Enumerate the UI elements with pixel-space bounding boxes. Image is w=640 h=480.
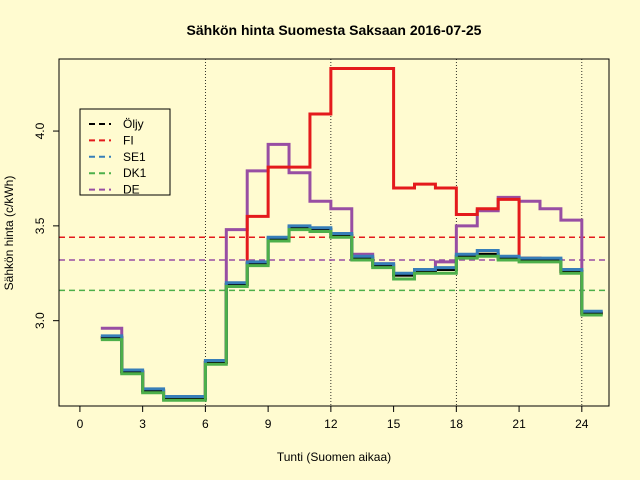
y-tick-label: 3.5 [33,217,47,234]
x-tick-label: 0 [77,417,84,431]
legend-label-dk1: DK1 [123,166,147,180]
chart-title: Sähkön hinta Suomesta Saksaan 2016-07-25 [187,22,482,38]
x-tick-label: 21 [512,417,526,431]
x-tick-label: 18 [450,417,464,431]
y-axis: 3.0 3.5 4.0 [33,122,59,329]
legend-label-fi: FI [123,133,134,147]
x-tick-label: 9 [265,417,272,431]
x-tick-label: 12 [324,417,338,431]
legend-box [79,108,171,196]
x-tick-label: 24 [575,417,589,431]
legend: Öljy FI SE1 DK1 DE [79,108,171,197]
legend-label-de: DE [123,183,140,197]
y-axis-label: Sähkön hinta (c/kWh) [2,176,16,291]
x-tick-label: 15 [387,417,401,431]
plot-frame [58,58,610,407]
x-axis: 0 3 6 9 12 15 18 21 24 [77,406,589,431]
y-tick-label: 3.0 [33,312,47,329]
series-line-de [100,142,603,400]
x-tick-label: 6 [202,417,209,431]
x-axis-label: Tunti (Suomen aikaa) [277,450,391,464]
legend-label-oljy: Öljy [123,117,144,131]
plot-area [59,59,609,406]
series-line-dk1 [100,228,603,402]
y-tick-label: 4.0 [33,122,47,139]
x-tick-label: 3 [139,417,146,431]
legend-label-se1: SE1 [123,150,146,164]
